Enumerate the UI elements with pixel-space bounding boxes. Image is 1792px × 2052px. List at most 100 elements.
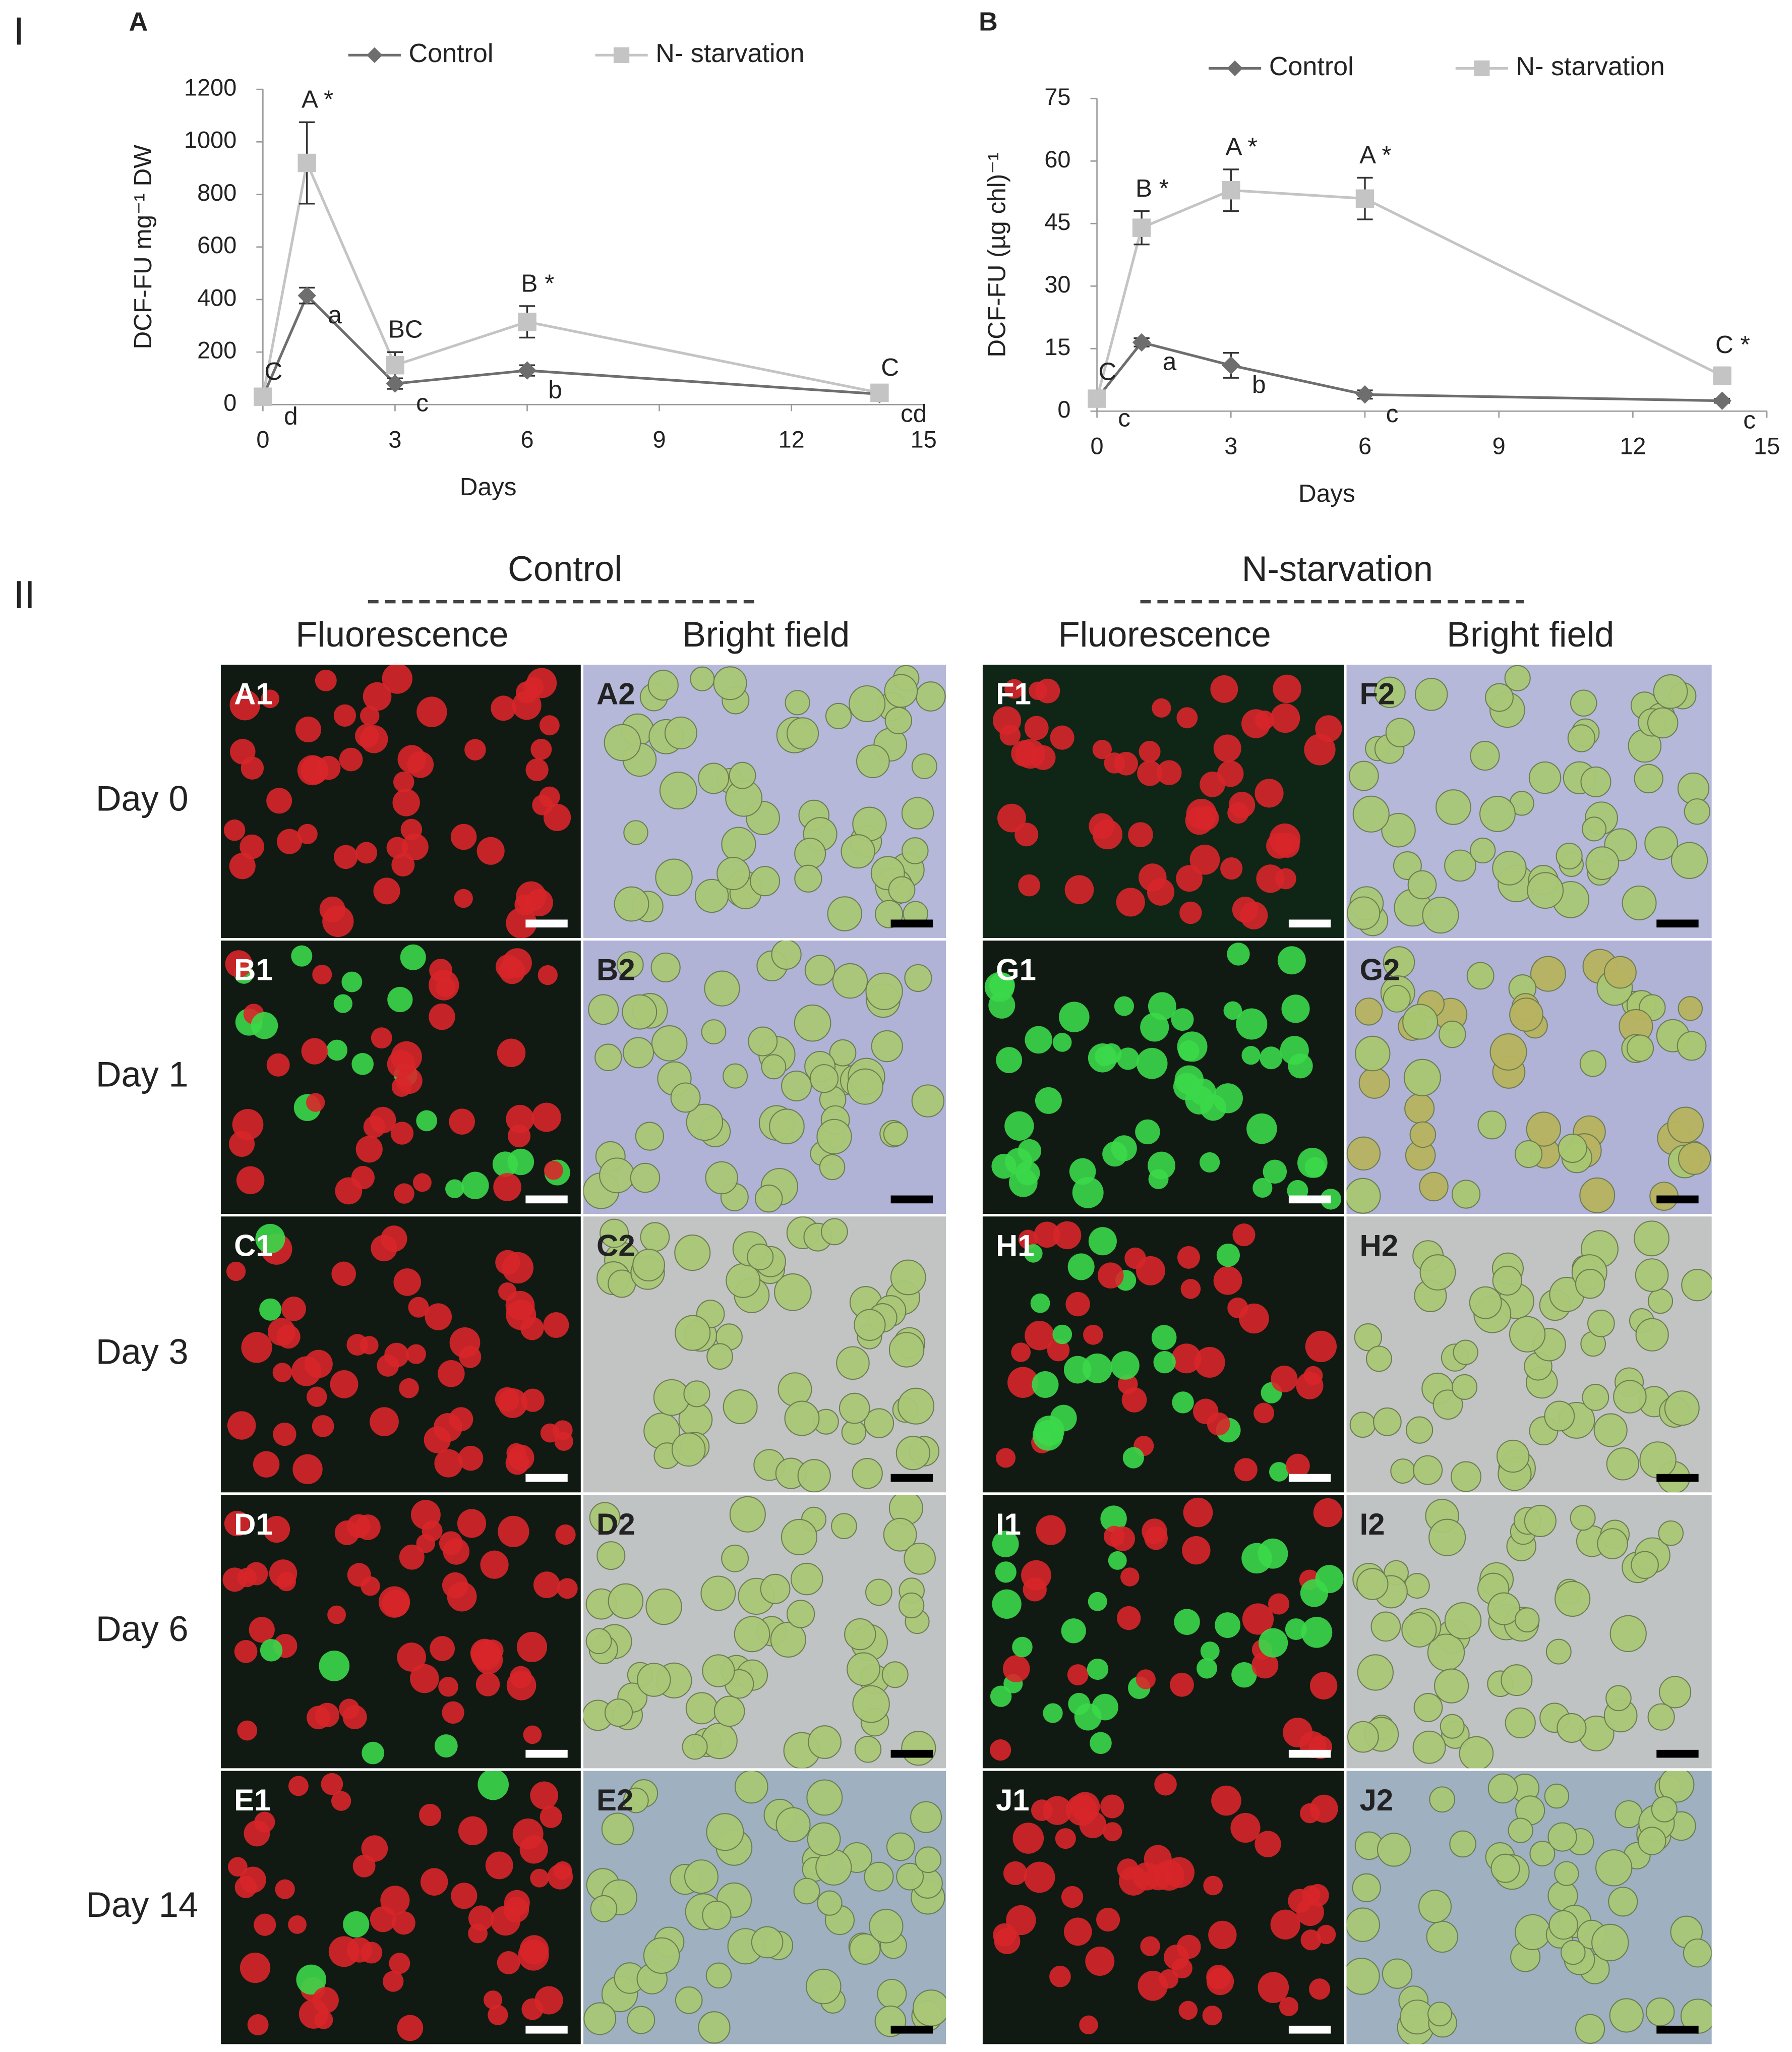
cell — [438, 1360, 465, 1387]
cell — [995, 1561, 1017, 1583]
cell — [1615, 1800, 1643, 1829]
panel-label: F1 — [996, 677, 1031, 711]
cell — [229, 689, 260, 721]
cell — [1227, 1297, 1248, 1318]
data-point — [1222, 356, 1240, 375]
cell — [1036, 1515, 1066, 1545]
cell — [836, 1346, 870, 1380]
x-tick-label: 9 — [1492, 433, 1506, 459]
cell — [1427, 2002, 1453, 2027]
micrograph — [583, 941, 946, 1214]
cell — [1136, 1047, 1168, 1079]
cell — [1667, 1106, 1704, 1144]
cell — [241, 1332, 272, 1363]
cell — [227, 1411, 256, 1440]
cell — [1403, 1059, 1441, 1096]
panel-label: J2 — [1360, 1783, 1394, 1817]
cell — [1139, 741, 1161, 763]
cell — [604, 724, 641, 761]
cell — [601, 1812, 634, 1845]
cell — [1544, 1783, 1570, 1809]
cell — [506, 1443, 526, 1463]
cell — [333, 994, 353, 1013]
cell — [331, 1261, 356, 1286]
cell — [277, 1572, 296, 1592]
cell — [589, 1502, 621, 1534]
cell — [498, 1388, 528, 1418]
cell — [450, 824, 477, 850]
cell — [1479, 796, 1516, 832]
cell — [713, 666, 747, 700]
cell — [334, 845, 358, 869]
cell — [371, 1027, 392, 1049]
cell — [557, 1578, 578, 1599]
cell — [794, 838, 826, 870]
panel-label: C1 — [234, 1229, 273, 1263]
cell — [1025, 1320, 1054, 1351]
cell — [865, 1578, 892, 1606]
cell — [543, 1312, 569, 1338]
cell — [346, 1334, 369, 1356]
cell — [1365, 1345, 1392, 1372]
cell — [1422, 897, 1459, 934]
cell — [808, 1725, 842, 1759]
cell — [854, 1736, 882, 1763]
cell — [1092, 819, 1123, 850]
data-point — [518, 361, 536, 380]
cell — [713, 1695, 745, 1727]
cell — [817, 1890, 843, 1916]
scale-bar — [525, 2025, 568, 2034]
cell — [596, 1541, 626, 1570]
cell — [533, 1571, 560, 1599]
legend-label: N- starvation — [1516, 52, 1665, 81]
cell — [397, 1643, 426, 1672]
cell — [525, 889, 553, 916]
cell — [1436, 789, 1471, 825]
x-tick-label: 0 — [1091, 433, 1104, 459]
cell — [1555, 1580, 1591, 1617]
cell — [1449, 1830, 1476, 1858]
cell — [1280, 1036, 1309, 1065]
cell — [369, 1106, 396, 1134]
cell — [1065, 1292, 1090, 1317]
cell — [1252, 1178, 1273, 1198]
cell — [883, 1122, 908, 1147]
cells — [222, 1500, 578, 1765]
cell — [471, 1640, 501, 1670]
cell — [493, 1173, 521, 1201]
cells — [1349, 1220, 1712, 1493]
cell — [312, 965, 332, 985]
x-tick-label: 12 — [779, 427, 805, 453]
cell — [1575, 1269, 1605, 1299]
cell — [1194, 1346, 1225, 1378]
cell — [771, 941, 802, 970]
cell — [382, 665, 412, 694]
cell — [449, 1407, 473, 1432]
cell — [315, 1703, 340, 1727]
cell — [585, 1628, 612, 1655]
cell — [434, 1734, 458, 1758]
cell — [839, 1392, 870, 1424]
cell — [1678, 996, 1703, 1021]
cells — [990, 1497, 1344, 1761]
cell — [382, 1590, 409, 1617]
micrograph — [1346, 1495, 1712, 1769]
cell — [506, 1104, 534, 1133]
cell — [706, 1343, 733, 1370]
cell — [1178, 1040, 1200, 1062]
cell — [1108, 1551, 1127, 1570]
cell — [386, 837, 408, 859]
cell — [1011, 740, 1038, 767]
cell — [630, 1162, 661, 1193]
cell — [247, 2014, 269, 2035]
cell — [1595, 1849, 1633, 1887]
cell — [229, 853, 256, 880]
cell — [890, 1259, 926, 1296]
cell — [1200, 1152, 1220, 1173]
x-tick-label: 6 — [520, 427, 533, 453]
cell — [1575, 2014, 1605, 2044]
cell — [1253, 1402, 1275, 1424]
cell — [1182, 1536, 1211, 1565]
cell — [614, 886, 649, 922]
